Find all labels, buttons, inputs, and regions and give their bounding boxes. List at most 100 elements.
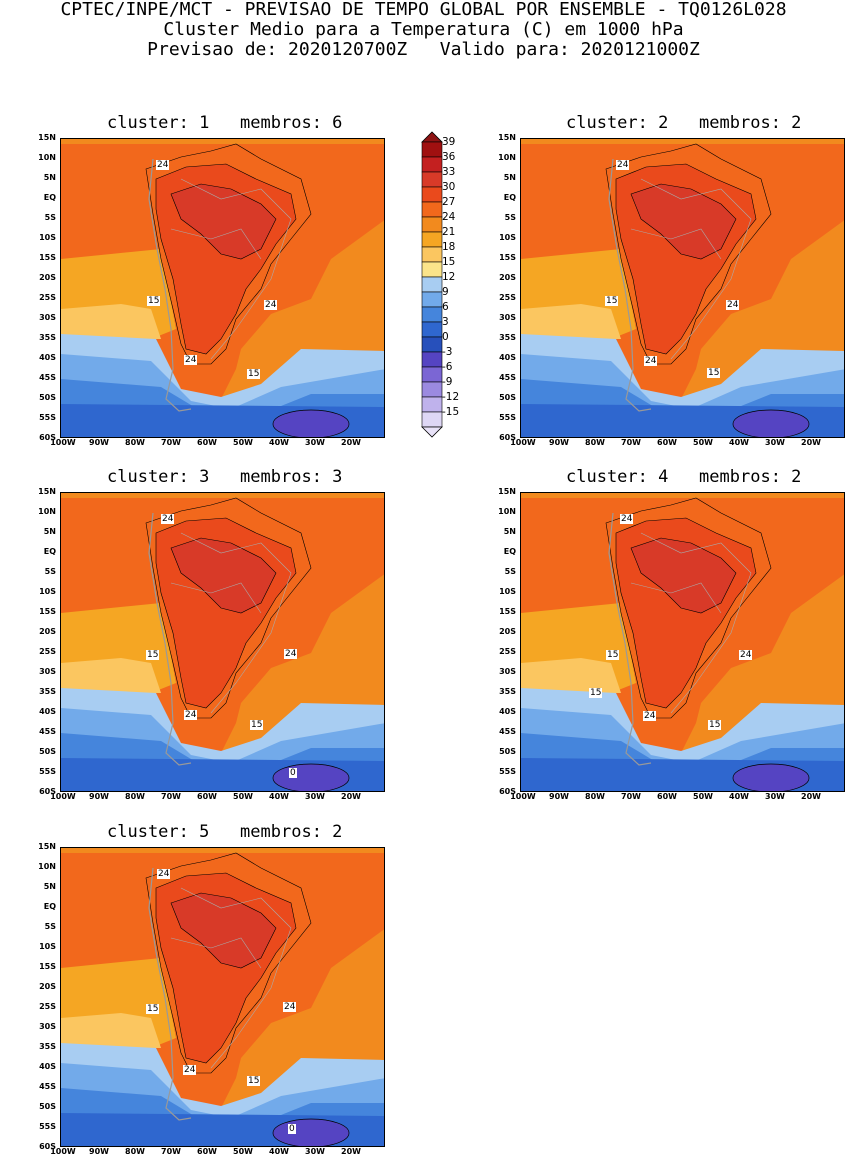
lat-tick-label: 15S [39, 253, 56, 262]
lat-tick-label: 35S [499, 333, 516, 342]
lat-tick-label: 15S [39, 962, 56, 971]
lat-tick-label: 45S [499, 727, 516, 736]
contour-label: 24 [643, 711, 657, 721]
colorbar-level-label: 24 [442, 211, 456, 223]
lon-tick-label: 50W [233, 1147, 253, 1156]
temperature-band [61, 139, 384, 144]
lat-tick-label: 25S [39, 1002, 56, 1011]
cold-area [732, 763, 810, 791]
coastline [148, 158, 192, 412]
cold-area [272, 409, 350, 437]
lat-tick-label: 10S [39, 587, 56, 596]
lat-tick-label: 60S [499, 787, 516, 796]
lat-tick-label: 15N [38, 133, 56, 142]
lat-tick-label: 25S [499, 293, 516, 302]
lat-tick-label: 45S [39, 727, 56, 736]
country-border [180, 887, 292, 1069]
lat-tick-label: 25S [499, 647, 516, 656]
coastline [148, 867, 192, 1121]
colorbar-level-label: 39 [442, 136, 456, 148]
colorbar-swatch [421, 216, 443, 233]
lat-tick-label: 20S [39, 627, 56, 636]
lon-tick-label: 60W [657, 438, 677, 447]
lat-tick-label: 40S [39, 1062, 56, 1071]
lon-tick-label: 60W [197, 1147, 217, 1156]
lon-tick-label: 40W [269, 792, 289, 801]
contour-label: 24 [283, 1002, 297, 1012]
contour-label: 15 [605, 296, 619, 306]
contour-label: 24 [620, 514, 634, 524]
contour-label: 15 [247, 369, 261, 379]
map-canvas [60, 492, 385, 792]
map-panel-5: 24 15 24 24 15 0 15N 10N 5N EQ 5S 10S 15S 20S 25… [38, 842, 385, 1156]
lon-tick-label: 40W [269, 438, 289, 447]
colorbar-swatch [421, 276, 443, 293]
contour-label: 24 [184, 355, 198, 365]
contour-label: 24 [157, 869, 171, 879]
colorbar-level-label: 15 [442, 256, 456, 268]
contour-label: 24 [156, 160, 170, 170]
lon-tick-label: 50W [693, 792, 713, 801]
coastline [148, 512, 192, 766]
colorbar-swatch [421, 411, 443, 428]
map-svg [61, 139, 384, 437]
map-canvas [520, 138, 845, 438]
lat-tick-label: 30S [499, 313, 516, 322]
lon-tick-label: 40W [729, 438, 749, 447]
country-border [180, 532, 292, 714]
lat-tick-label: 50S [499, 393, 516, 402]
contour-label: 0 [289, 768, 297, 778]
colorbar-swatch [421, 201, 443, 218]
contour-label: 24 [161, 514, 175, 524]
contour-label: 15 [146, 650, 160, 660]
colorbar-swatch [421, 336, 443, 353]
contour-label: 15 [707, 368, 721, 378]
lat-tick-label: 15N [498, 133, 516, 142]
colorbar-level-label: 6 [442, 301, 449, 313]
lat-tick-label: EQ [43, 193, 56, 202]
lon-tick-label: 30W [305, 438, 325, 447]
temperature-band [170, 537, 277, 614]
lon-tick-label: 70W [161, 1147, 181, 1156]
panel-title-3: cluster: 3 membros: 3 [107, 467, 343, 487]
lat-tick-label: 25S [39, 293, 56, 302]
colorbar-level-label: 27 [442, 196, 456, 208]
lon-tick-label: 20W [341, 438, 361, 447]
colorbar-level-label: 0 [442, 331, 449, 343]
lat-tick-label: 15S [499, 607, 516, 616]
lon-tick-label: 30W [305, 1147, 325, 1156]
lon-tick-label: 80W [125, 1147, 145, 1156]
contour-label: 15 [606, 650, 620, 660]
temperature-band [630, 183, 737, 260]
colorbar-swatch [421, 156, 443, 173]
lat-tick-label: 10N [498, 507, 516, 516]
cold-area [272, 1118, 350, 1146]
lat-tick-label: 30S [39, 313, 56, 322]
lat-tick-label: 50S [39, 747, 56, 756]
lon-tick-label: 70W [621, 792, 641, 801]
lat-tick-label: 5S [44, 922, 56, 931]
lat-tick-label: 55S [39, 767, 56, 776]
temperature-band [61, 848, 384, 853]
lon-tick-label: 20W [801, 792, 821, 801]
lat-tick-label: 35S [39, 1042, 56, 1051]
lat-tick-label: 50S [39, 393, 56, 402]
lat-tick-label: 5S [504, 567, 516, 576]
country-border [180, 178, 292, 360]
coastline [608, 158, 652, 412]
lat-tick-label: 60S [499, 433, 516, 442]
lat-tick-label: 5N [43, 173, 56, 182]
lon-tick-label: 100W [510, 438, 536, 447]
temperature-band [61, 1013, 161, 1048]
lat-tick-label: 5N [43, 882, 56, 891]
country-border [640, 532, 752, 714]
lat-tick-label: 15N [498, 487, 516, 496]
lat-tick-label: EQ [43, 902, 56, 911]
temperature-band [521, 139, 844, 144]
lon-tick-label: 60W [197, 438, 217, 447]
country-border [630, 582, 722, 614]
header-line-2: Cluster Medio para a Temperatura (C) em … [163, 19, 684, 40]
lat-tick-label: 30S [499, 667, 516, 676]
lon-tick-label: 70W [161, 438, 181, 447]
lat-tick-label: 40S [499, 707, 516, 716]
